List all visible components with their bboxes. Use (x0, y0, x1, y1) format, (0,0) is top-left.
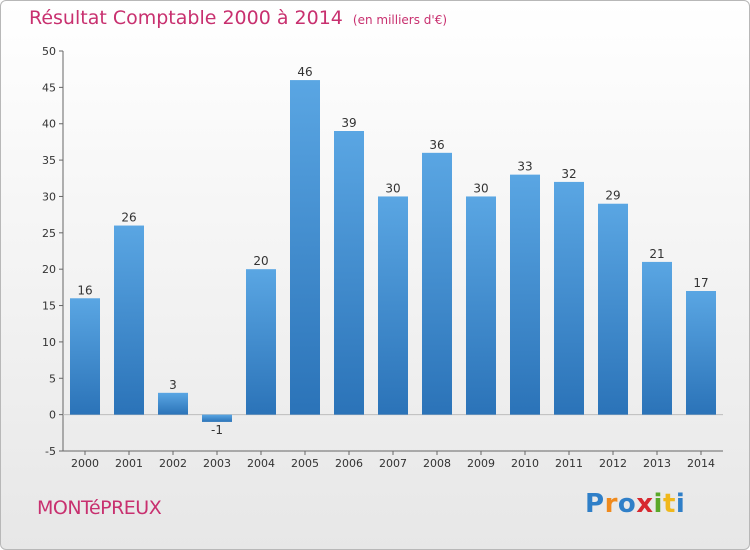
chart-title: Résultat Comptable 2000 à 2014 (29, 7, 343, 29)
y-tick-label: 20 (42, 263, 56, 276)
x-tick-label: 2006 (335, 457, 363, 470)
title-row: Résultat Comptable 2000 à 2014 (en millie… (29, 7, 447, 29)
y-tick-label: 50 (42, 45, 56, 58)
data-label: 16 (77, 283, 92, 297)
data-label: 30 (385, 181, 400, 195)
logo-letter: x (636, 489, 654, 519)
bar (642, 261, 672, 415)
x-tick-label: 2012 (599, 457, 627, 470)
data-label: 32 (561, 167, 576, 181)
x-tick-label: 2003 (203, 457, 231, 470)
bar (334, 131, 364, 415)
data-label: 36 (429, 138, 444, 152)
y-tick-label: 15 (42, 300, 56, 313)
y-tick-label: 25 (42, 227, 56, 240)
data-label: 30 (473, 181, 488, 195)
chart-subtitle: (en milliers d'€) (352, 13, 448, 27)
bar (466, 196, 496, 415)
bar (598, 203, 628, 415)
logo-letter: i (675, 489, 686, 519)
data-label: 39 (341, 116, 356, 130)
logo-letter: r (604, 489, 618, 519)
x-tick-label: 2002 (159, 457, 187, 470)
data-label: 29 (605, 189, 620, 203)
x-tick-label: 2010 (511, 457, 539, 470)
bar (70, 298, 100, 415)
x-tick-label: 2005 (291, 457, 319, 470)
y-tick-label: 10 (42, 336, 56, 349)
data-label: 46 (297, 65, 312, 79)
x-tick-label: 2009 (467, 457, 495, 470)
proxiti-logo: Proxiti (585, 489, 685, 519)
x-tick-label: 2007 (379, 457, 407, 470)
data-label: 21 (649, 247, 664, 261)
bar (422, 152, 452, 415)
bar (290, 80, 320, 415)
bar (202, 414, 232, 422)
data-label: -1 (211, 423, 223, 437)
data-label: 26 (121, 211, 136, 225)
bar (114, 225, 144, 415)
y-tick-label: -5 (45, 445, 56, 458)
x-tick-label: 2011 (555, 457, 583, 470)
data-label: 17 (693, 276, 708, 290)
y-tick-label: 35 (42, 154, 56, 167)
y-tick-label: 0 (49, 409, 56, 422)
data-label: 3 (169, 378, 177, 392)
commune-name: MONTéPREUX (37, 497, 162, 519)
data-label: 20 (253, 254, 268, 268)
x-tick-label: 2008 (423, 457, 451, 470)
bar (378, 196, 408, 415)
bar (246, 269, 276, 415)
bar (686, 291, 716, 415)
y-tick-label: 5 (49, 372, 56, 385)
y-tick-label: 45 (42, 81, 56, 94)
logo-letter: t (662, 489, 676, 519)
bar (158, 392, 188, 415)
y-tick-label: 30 (42, 190, 56, 203)
x-tick-label: 2004 (247, 457, 275, 470)
logo-letter: o (617, 489, 637, 519)
x-tick-label: 2014 (687, 457, 715, 470)
logo-letter: P (585, 489, 605, 519)
x-tick-label: 2001 (115, 457, 143, 470)
bar (510, 174, 540, 415)
x-tick-label: 2013 (643, 457, 671, 470)
x-tick-label: 2000 (71, 457, 99, 470)
data-label: 33 (517, 160, 532, 174)
y-tick-label: 40 (42, 118, 56, 131)
logo-letter: i (653, 489, 663, 519)
bar (554, 181, 584, 415)
